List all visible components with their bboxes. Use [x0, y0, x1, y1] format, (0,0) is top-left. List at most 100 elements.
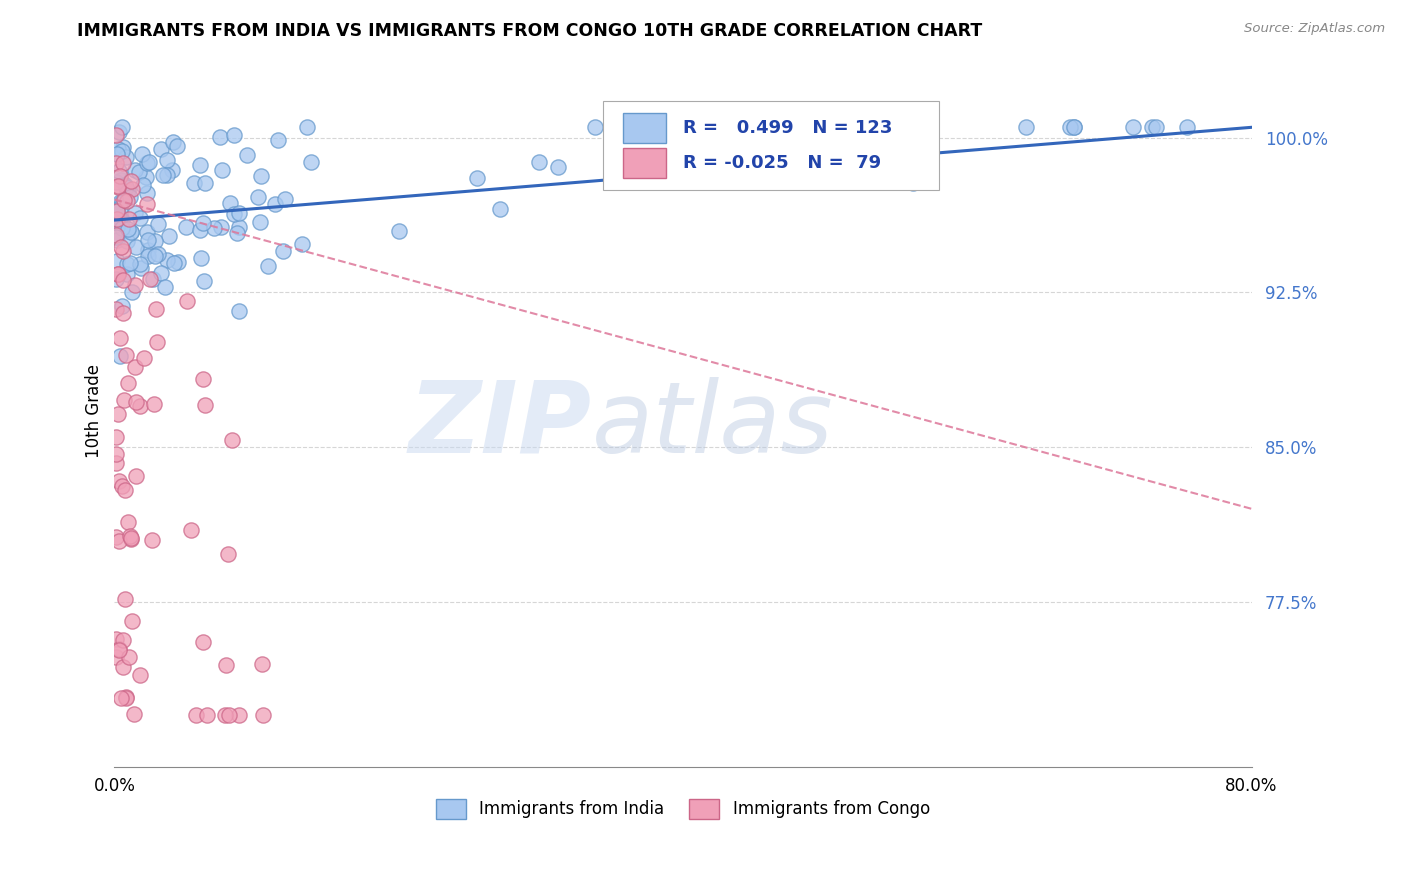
Text: R = -0.025   N =  79: R = -0.025 N = 79	[683, 154, 882, 172]
Text: atlas: atlas	[592, 376, 834, 474]
Point	[115, 234, 138, 248]
Point	[388, 224, 411, 238]
Point	[249, 215, 271, 229]
Point	[174, 220, 197, 235]
Point	[167, 255, 190, 269]
Point	[105, 203, 128, 218]
Text: Source: ZipAtlas.com: Source: ZipAtlas.com	[1244, 22, 1385, 36]
Point	[125, 394, 148, 409]
Point	[122, 706, 145, 721]
Point	[108, 331, 131, 345]
Point	[1059, 120, 1081, 135]
Point	[901, 176, 924, 190]
Point	[583, 120, 606, 135]
Point	[117, 257, 139, 271]
Point	[141, 533, 163, 547]
Point	[274, 192, 297, 206]
Point	[105, 203, 128, 218]
Point	[273, 244, 295, 259]
Text: R =   0.499   N = 123: R = 0.499 N = 123	[683, 119, 893, 136]
Point	[128, 399, 150, 413]
Point	[124, 205, 146, 219]
Point	[104, 202, 127, 216]
Point	[156, 252, 179, 267]
Point	[129, 257, 152, 271]
Point	[107, 267, 129, 281]
Point	[131, 178, 153, 192]
Point	[163, 256, 186, 270]
Point	[105, 229, 128, 244]
Point	[225, 226, 247, 240]
Point	[215, 657, 238, 672]
Point	[114, 690, 136, 705]
Point	[135, 197, 157, 211]
Point	[121, 614, 143, 628]
Point	[191, 634, 214, 648]
Point	[108, 125, 131, 139]
Point	[112, 306, 135, 320]
Point	[136, 244, 159, 258]
Point	[120, 531, 142, 545]
Point	[228, 303, 250, 318]
Point	[252, 708, 274, 723]
Point	[105, 233, 128, 247]
Point	[110, 690, 132, 705]
Point	[115, 690, 138, 705]
Point	[110, 349, 132, 363]
Point	[156, 153, 179, 168]
Point	[252, 657, 274, 671]
Point	[489, 202, 512, 217]
Point	[211, 163, 233, 178]
Point	[124, 360, 146, 375]
Point	[188, 222, 211, 236]
Point	[190, 252, 212, 266]
Point	[136, 186, 159, 201]
Point	[157, 228, 180, 243]
Point	[143, 248, 166, 262]
Point	[191, 216, 214, 230]
Point	[222, 207, 245, 221]
Point	[176, 293, 198, 308]
Point	[209, 220, 232, 235]
Point	[104, 227, 127, 242]
Point	[247, 190, 270, 204]
Y-axis label: 10th Grade: 10th Grade	[86, 364, 103, 458]
Point	[112, 155, 135, 169]
Point	[160, 163, 183, 178]
Point	[228, 708, 250, 723]
Point	[105, 212, 128, 227]
Text: ZIP: ZIP	[409, 376, 592, 474]
Point	[146, 217, 169, 231]
Point	[194, 176, 217, 190]
Point	[299, 155, 322, 169]
Point	[107, 164, 129, 178]
Point	[107, 143, 129, 157]
Point	[224, 128, 246, 142]
Point	[110, 194, 132, 209]
Point	[108, 212, 131, 227]
Point	[146, 247, 169, 261]
Point	[153, 280, 176, 294]
Point	[136, 250, 159, 264]
Point	[465, 171, 488, 186]
Point	[180, 523, 202, 537]
Point	[108, 641, 131, 656]
Point	[115, 187, 138, 202]
Point	[527, 155, 550, 169]
Point	[138, 155, 160, 169]
Point	[1063, 120, 1085, 135]
Point	[120, 532, 142, 546]
Point	[111, 120, 134, 135]
Point	[228, 206, 250, 220]
Point	[219, 195, 242, 210]
Point	[110, 169, 132, 183]
Point	[202, 220, 225, 235]
Point	[145, 234, 167, 248]
Point	[214, 708, 236, 723]
Point	[104, 128, 127, 142]
Point	[117, 184, 139, 198]
Point	[118, 529, 141, 543]
Point	[105, 254, 128, 268]
Point	[117, 515, 139, 529]
Point	[105, 272, 128, 286]
